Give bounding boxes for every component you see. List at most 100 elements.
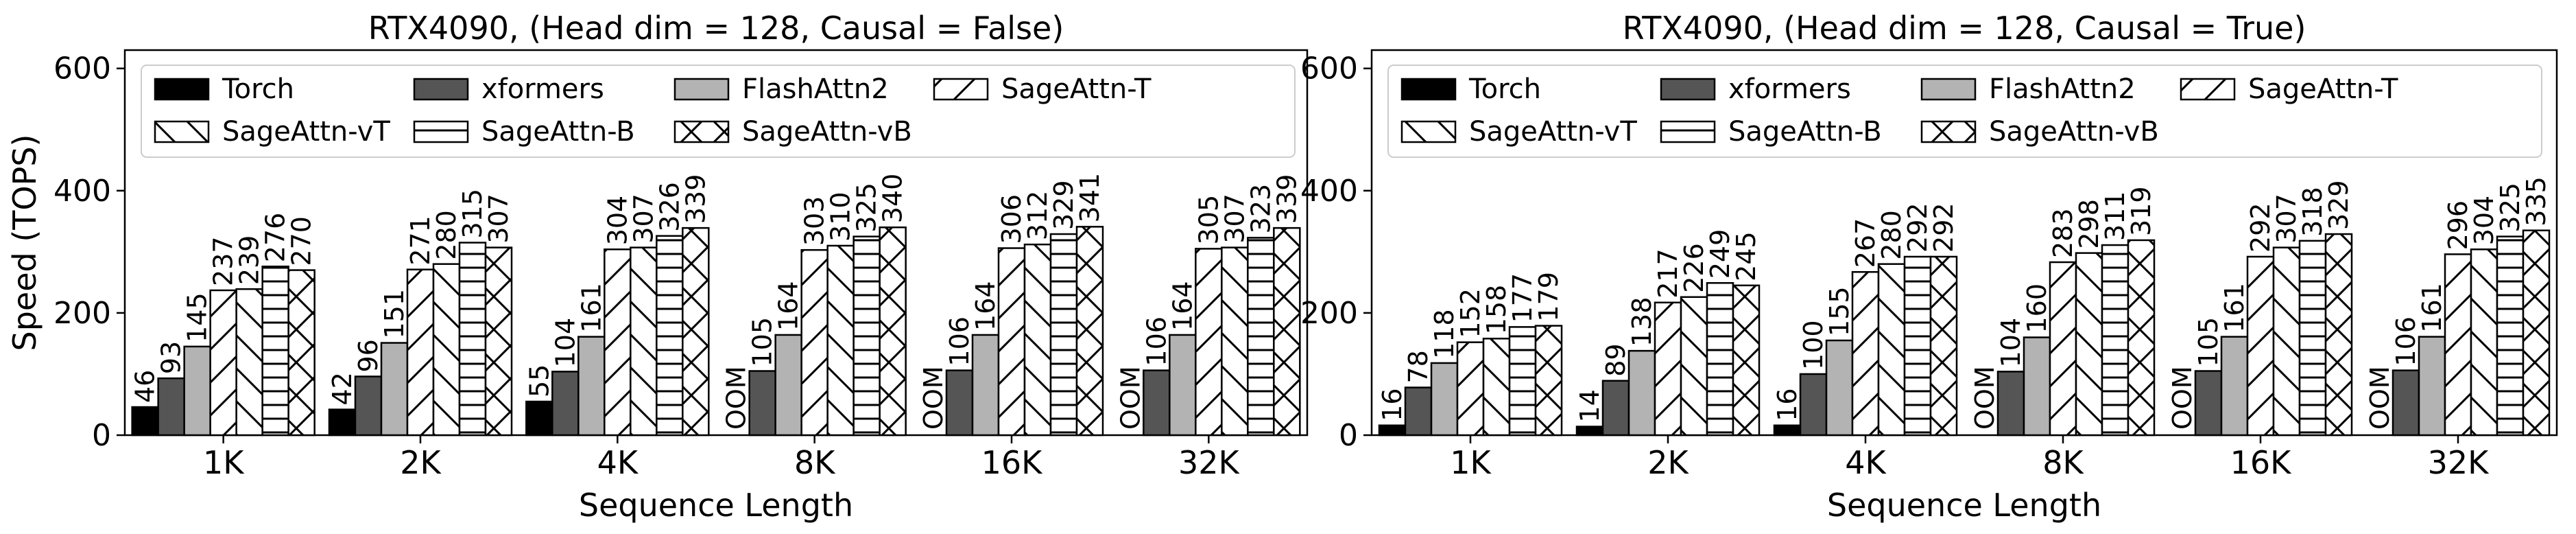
bar-value-label: 311 (2100, 191, 2130, 242)
legend-swatch (413, 78, 469, 101)
bar-value-label: 304 (2469, 196, 2499, 246)
bar-sageattn-b (458, 242, 487, 437)
bar-value-label: 329 (1049, 181, 1079, 231)
bar-value-label: 312 (1023, 191, 1053, 241)
bar-value-label: 42 (327, 372, 357, 405)
bar-value-label: 164 (774, 281, 804, 331)
bar-torch (1773, 424, 1802, 437)
bar-sageattn-t (2444, 253, 2472, 437)
bar-sageattn-vb (1732, 284, 1761, 437)
legend-swatch (1400, 120, 1457, 143)
bar-value-label: 305 (1193, 195, 1224, 245)
legend-label: SageAttn-B (1728, 116, 1882, 148)
bar-value-label: 306 (997, 194, 1027, 244)
x-axis-label: Sequence Length (1827, 487, 2101, 524)
bar-value-label: 307 (628, 194, 658, 244)
bar-value-label: 307 (1219, 194, 1250, 244)
bar-value-label: 100 (1798, 320, 1828, 370)
x-tick-label: 32K (2428, 444, 2490, 481)
bar-sageattn-vb (2324, 233, 2353, 437)
legend-swatch (1660, 78, 1716, 101)
chart-title: RTX4090, (Head dim = 128, Causal = False… (368, 10, 1064, 47)
bar-sageattn-b (2101, 244, 2130, 437)
bar-value-label: 55 (524, 364, 554, 397)
bar-value-label: 152 (1455, 288, 1486, 338)
bar-sageattn-vt (2470, 248, 2499, 437)
bar-sageattn-vt (235, 288, 263, 437)
x-tick-label: 8K (2042, 444, 2084, 481)
bar-value-label: 339 (680, 174, 711, 224)
chart-panel-causal-true: RTX4090, (Head dim = 128, Causal = True)… (1300, 10, 2558, 524)
bar-sageattn-t (2246, 255, 2275, 437)
legend: Torch xformers FlashAttn2 SageAttn-T SageAtt… (141, 65, 1296, 158)
plot-frame (123, 49, 1309, 437)
bar-sageattn-vt (1482, 338, 1511, 437)
bar-xformers (551, 371, 580, 437)
legend-swatch (413, 120, 469, 143)
bar-sageattn-t (406, 268, 435, 437)
bar-sageattn-b (2298, 240, 2327, 437)
bar-value-label: 217 (1653, 248, 1683, 299)
bar-sageattn-vb (287, 269, 315, 437)
bar-value-label: 280 (431, 210, 462, 260)
bar-sageattn-t (997, 247, 1026, 437)
chart-title: RTX4090, (Head dim = 128, Causal = True) (1623, 10, 2306, 47)
bar-value-label: 319 (2126, 186, 2156, 236)
bar-torch (131, 406, 159, 437)
legend-label: SageAttn-T (2248, 73, 2398, 105)
bar-sageattn-b (1706, 282, 1734, 437)
bar-value-label: 335 (2521, 176, 2551, 227)
bar-value-label: 298 (2074, 199, 2104, 249)
bar-value-label: 318 (2298, 187, 2328, 237)
bar-sageattn-t (1195, 248, 1223, 437)
oom-label: OOM (2365, 366, 2395, 430)
bar-sageattn-vt (1221, 246, 1249, 437)
legend-swatch (1400, 78, 1457, 101)
y-tick-label: 200 (1300, 296, 1358, 331)
x-tick-label: 1K (1450, 444, 1492, 481)
bar-sageattn-b (656, 235, 684, 437)
oom-label: OOM (2167, 366, 2197, 430)
bar-xformers (1996, 371, 2025, 437)
bar-value-label: 307 (2271, 194, 2302, 244)
bar-sageattn-vb (2522, 229, 2551, 437)
bar-sageattn-b (1049, 233, 1078, 437)
bar-flashattn2 (1169, 334, 1197, 437)
bar-flashattn2 (2220, 336, 2249, 437)
bar-value-label: 323 (1245, 184, 1276, 234)
legend-label: SageAttn-vT (1469, 116, 1637, 148)
bar-value-label: 105 (748, 317, 778, 367)
bar-value-label: 339 (1272, 174, 1302, 224)
bar-value-label: 177 (1507, 273, 1538, 323)
legend-label: SageAttn-vT (222, 116, 390, 148)
bar-value-label: 239 (235, 235, 265, 286)
x-tick-label: 2K (1647, 444, 1689, 481)
bar-flashattn2 (774, 334, 802, 437)
bar-value-label: 249 (1705, 229, 1735, 279)
bar-xformers (157, 377, 185, 437)
y-axis-label: Speed (TOPS) (6, 135, 43, 351)
y-tick-label: 0 (1339, 418, 1358, 453)
bar-value-label: 161 (2417, 283, 2447, 333)
bar-value-label: 325 (852, 183, 882, 233)
legend-label: FlashAttn2 (742, 73, 889, 105)
legend-label: SageAttn-T (1001, 73, 1152, 105)
bar-value-label: 340 (878, 174, 908, 224)
bar-value-label: 310 (826, 191, 856, 242)
y-tick-label: 600 (1300, 51, 1358, 86)
bar-sageattn-b (2496, 235, 2525, 437)
bar-xformers (1143, 369, 1171, 437)
bar-xformers (748, 370, 776, 437)
bar-sageattn-t (1851, 270, 1880, 437)
legend-label: SageAttn-B (481, 116, 635, 148)
bar-flashattn2 (1825, 339, 1854, 437)
bar-value-label: 16 (1772, 388, 1802, 421)
bar-sageattn-vt (432, 263, 461, 437)
bar-value-label: 341 (1075, 173, 1105, 223)
bar-sageattn-b (1508, 326, 1537, 437)
bar-sageattn-vb (1929, 255, 1958, 437)
bar-sageattn-t (209, 289, 237, 437)
legend-swatch (673, 120, 730, 143)
